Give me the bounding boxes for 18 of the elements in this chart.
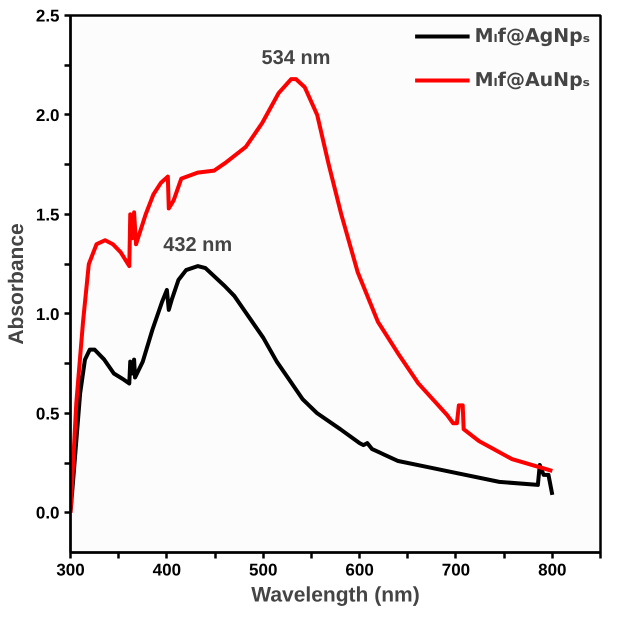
- legend-label: Mₗf@AgNpₛ: [474, 25, 590, 47]
- y-tick-label: 1.0: [36, 304, 60, 324]
- x-tick-label: 500: [249, 560, 278, 580]
- x-tick-label: 400: [152, 560, 182, 580]
- legend-label: Mₗf@AuNpₛ: [474, 69, 590, 91]
- annotation: 534 nm: [262, 47, 330, 70]
- y-tick-label: 2.5: [36, 6, 60, 26]
- x-tick-label: 300: [56, 560, 85, 580]
- y-tick-label: 0.0: [36, 504, 60, 523]
- y-tick-label: 0.5: [36, 404, 60, 424]
- x-tick-label: 800: [538, 560, 567, 580]
- annotation: 432 nm: [163, 234, 232, 256]
- y-tick-label: 2.0: [36, 106, 60, 125]
- x-tick-label: 600: [345, 560, 374, 580]
- y-tick-label: 1.5: [36, 205, 60, 224]
- x-axis-title: Wavelength (nm): [251, 584, 420, 606]
- x-tick-label: 700: [442, 560, 470, 580]
- y-axis-title: Absorbance: [4, 223, 28, 345]
